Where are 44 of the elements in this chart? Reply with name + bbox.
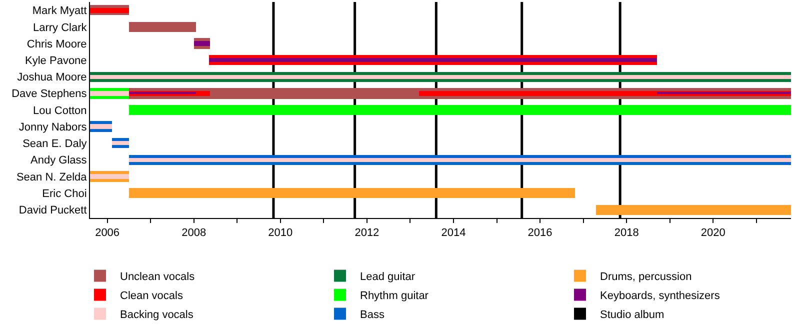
- legend-label: Lead guitar: [360, 270, 416, 283]
- legend-label: Unclean vocals: [120, 270, 196, 283]
- legend-label: Drums, percussion: [600, 270, 692, 283]
- bar: [90, 124, 112, 129]
- bar: [194, 41, 210, 46]
- y-tick-label: Dave Stephens: [12, 88, 88, 100]
- x-tick-label: 2016: [528, 227, 552, 240]
- y-tick-label: Jonny Nabors: [18, 121, 88, 134]
- bar: [90, 174, 129, 179]
- x-tick-label: 2008: [182, 227, 206, 240]
- x-tick-label: 2006: [95, 227, 120, 240]
- bar: [90, 91, 129, 96]
- y-tick-label: Mark Myatt: [32, 5, 87, 18]
- y-tick-label: Sean E. Daly: [22, 138, 88, 150]
- x-tick-label: 2020: [700, 227, 726, 240]
- legend-label: Backing vocals: [120, 308, 194, 321]
- legend-label: Bass: [360, 308, 385, 321]
- y-tick-label: David Puckett: [18, 204, 87, 217]
- y-tick-label: Joshua Moore: [17, 72, 87, 84]
- x-tick-label: 2018: [614, 227, 639, 240]
- bar: [657, 92, 791, 94]
- bar: [209, 58, 657, 62]
- bar: [129, 105, 791, 115]
- y-tick-label: Sean N. Zelda: [16, 171, 88, 184]
- legend-label: Studio album: [600, 308, 664, 321]
- x-tick-label: 2012: [354, 227, 380, 240]
- bar: [129, 188, 575, 198]
- legend-label: Clean vocals: [120, 290, 184, 302]
- x-tick-label: 2010: [268, 227, 293, 240]
- y-tick-label: Andy Glass: [30, 154, 88, 167]
- bar: [90, 8, 129, 13]
- legend-label: Rhythm guitar: [360, 290, 429, 302]
- y-tick-label: Larry Clark: [33, 22, 88, 34]
- bar: [596, 205, 791, 215]
- bar: [90, 75, 791, 79]
- y-tick-label: Chris Moore: [26, 38, 87, 50]
- y-tick-label: Kyle Pavone: [25, 55, 87, 67]
- x-tick-label: 2014: [441, 227, 466, 240]
- bar: [129, 22, 196, 32]
- bar: [112, 141, 129, 145]
- y-tick-label: Lou Cotton: [32, 104, 87, 117]
- legend-label: Keyboards, synthesizers: [600, 290, 720, 302]
- bar: [129, 158, 791, 162]
- y-tick-label: Eric Choi: [42, 188, 87, 200]
